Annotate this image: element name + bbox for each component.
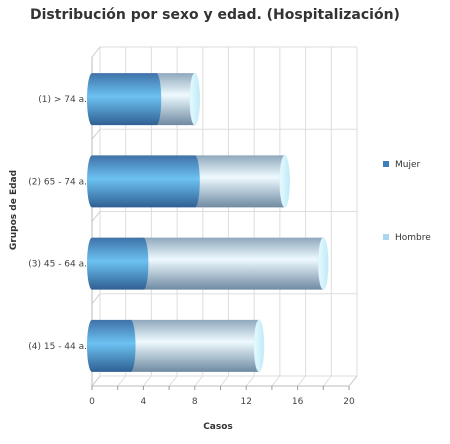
- floor-grid-line: [322, 375, 332, 387]
- bar-segment-hombre: [125, 319, 265, 373]
- bar-start-cap: [87, 73, 97, 126]
- x-tick-label: 16: [292, 397, 304, 407]
- bar-start-cap: [87, 237, 97, 290]
- floor-grid-line: [271, 375, 281, 387]
- floor-edge: [348, 375, 358, 387]
- floor-grid-line: [117, 375, 127, 387]
- x-tick-label: 20: [343, 397, 355, 407]
- bar-start-cap: [87, 319, 97, 372]
- side-wall-line: [91, 293, 101, 305]
- floor-grid-line: [220, 375, 229, 387]
- bar-segment-mujer: [87, 237, 149, 290]
- bar-end-cap: [189, 72, 201, 126]
- bar-segment-mujer: [87, 155, 200, 208]
- bar-body: [143, 237, 324, 290]
- bar-body: [92, 237, 144, 290]
- floor-grid-line: [194, 375, 204, 387]
- bar-segment-hombre: [189, 155, 290, 208]
- bar-segment-hombre: [138, 237, 329, 290]
- bar-end-cap: [253, 319, 265, 373]
- bar-body: [130, 319, 260, 372]
- chart-ticks: 0 4 8 12 16 20 (1) > 74 a. (2) 65 - 74 a. (3) 45…: [28, 95, 355, 407]
- floor-grid-line: [245, 375, 255, 387]
- bar-join: [125, 319, 136, 372]
- bar-body: [92, 155, 195, 208]
- bar-segment-mujer: [87, 73, 162, 126]
- bar-body: [92, 73, 157, 126]
- side-wall-line: [91, 46, 101, 58]
- bar-end-cap: [279, 155, 290, 208]
- side-wall-line: [91, 375, 101, 387]
- x-tick-label: 4: [141, 397, 147, 407]
- x-axis-label: Casos: [203, 422, 233, 432]
- y-tick-label: (3) 45 - 64 a.: [28, 260, 87, 270]
- legend-label-mujer: Mujer: [395, 160, 421, 170]
- y-tick-label: (2) 65 - 74 a.: [28, 177, 87, 187]
- bar-body: [194, 155, 285, 208]
- bar-join: [138, 237, 149, 290]
- legend-swatch-mujer: [383, 161, 389, 167]
- chart-bars: [87, 72, 329, 373]
- bar-end-cap: [318, 237, 329, 290]
- legend-label-hombre: Hombre: [395, 233, 431, 243]
- floor-grid-line: [168, 375, 178, 387]
- y-axis-label: Grupos de Edad: [9, 170, 19, 250]
- x-tick-label: 0: [89, 397, 95, 407]
- floor-grid-line: [143, 375, 152, 387]
- y-tick-label: (1) > 74 a.: [38, 95, 87, 105]
- chart-title: Distribución por sexo y edad. (Hospitali…: [30, 7, 400, 23]
- side-wall-line: [91, 211, 101, 222]
- chart-legend: Mujer Hombre: [383, 160, 431, 243]
- bar-start-cap: [87, 155, 97, 208]
- bar-body: [92, 319, 131, 372]
- x-tick-label: 12: [240, 397, 251, 407]
- bar-join: [189, 155, 200, 208]
- y-tick-label: (4) 15 - 44 a.: [28, 342, 87, 352]
- floor-grid-line: [297, 375, 306, 387]
- bar-segment-mujer: [87, 319, 136, 372]
- side-wall-line: [91, 128, 101, 140]
- legend-swatch-hombre: [383, 234, 389, 240]
- x-tick-label: 8: [192, 397, 198, 407]
- bar-body: [156, 73, 195, 126]
- bar-join: [151, 73, 162, 126]
